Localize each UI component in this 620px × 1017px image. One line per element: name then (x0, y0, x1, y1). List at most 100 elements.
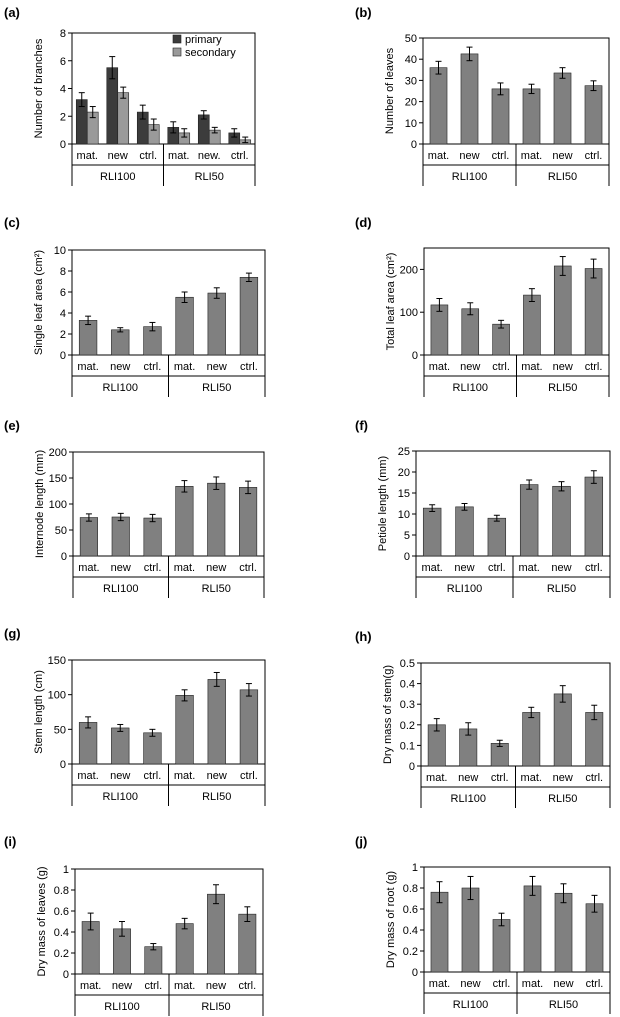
y-tick-label: 10 (405, 118, 417, 130)
category-label: mat. (78, 562, 99, 574)
bar (553, 693, 572, 767)
category-label: ctrl. (585, 361, 603, 373)
y-tick-label: 0 (61, 551, 67, 563)
bar (78, 320, 98, 356)
y-tick-label: 0.6 (54, 906, 69, 918)
y-axis-label: Total leaf area (cm²) (385, 253, 397, 351)
y-tick-label: 6 (60, 287, 66, 299)
bar (487, 517, 507, 557)
category-label: new (458, 772, 478, 784)
category-label: ctrl. (144, 562, 162, 574)
category-label: new (112, 980, 132, 992)
bar (143, 732, 162, 765)
y-tick-label: 0.2 (54, 948, 69, 960)
category-label: ctrl. (144, 770, 162, 782)
category-label: mat. (174, 770, 195, 782)
category-label: mat. (77, 361, 98, 373)
category-label: new (460, 978, 480, 990)
category-label: mat. (522, 978, 543, 990)
bar (554, 892, 573, 973)
category-label: ctrl. (585, 150, 603, 162)
category-label: new (460, 361, 480, 373)
category-label: new (207, 770, 227, 782)
y-axis-label: Dry mass of leaves (g) (36, 866, 48, 976)
bar (175, 296, 194, 356)
group-label: RLI50 (202, 583, 231, 595)
bar (143, 517, 162, 557)
chart-panel-i: (i) Dry mass of leaves (g) 0 0.2 0.4 0.6 0.8 1 m… (4, 834, 264, 1016)
y-tick-label: 0.3 (400, 699, 415, 711)
panel-label: (a) (4, 5, 20, 20)
bar (584, 85, 603, 145)
y-tick-label: 20 (405, 97, 417, 109)
category-label: new (553, 772, 573, 784)
y-tick-label: 100 (49, 499, 67, 511)
bar (144, 946, 163, 975)
category-label: mat. (428, 150, 449, 162)
panel-label: (g) (4, 626, 21, 641)
y-tick-label: 0.8 (403, 883, 418, 895)
y-tick-label: 0 (63, 969, 69, 981)
y-axis-label: Number of leaves (384, 47, 396, 134)
group-label: RLI100 (452, 171, 487, 183)
y-tick-label: 2 (60, 329, 66, 341)
legend-swatch (172, 34, 182, 44)
group-label: RLI100 (451, 793, 486, 805)
bar (422, 507, 442, 557)
category-label: new (552, 150, 572, 162)
y-axis-label: Stem length (cm) (33, 670, 45, 754)
category-label: mat. (521, 772, 542, 784)
category-label: new (553, 361, 573, 373)
bar (239, 689, 259, 765)
bar (111, 727, 130, 765)
plot-frame (71, 249, 266, 356)
category-label: ctrl. (231, 150, 249, 162)
bar (207, 482, 226, 557)
plot-frame (423, 247, 610, 356)
y-tick-label: 10 (398, 509, 410, 521)
y-tick-label: 0 (60, 139, 66, 151)
group-label: RLI50 (202, 791, 231, 803)
category-label: ctrl. (493, 978, 511, 990)
category-label: mat. (521, 150, 542, 162)
chart-panel-h: (h) Dry mass of stem(g) 0 0.1 0.2 0.3 0.4 0.5 ma… (355, 629, 611, 808)
y-tick-label: 100 (400, 307, 418, 319)
y-tick-label: 6 (60, 56, 66, 68)
y-tick-label: 40 (405, 54, 417, 66)
bar (523, 885, 542, 973)
category-label: new (454, 562, 474, 574)
y-tick-label: 0 (60, 350, 66, 362)
y-tick-label: 50 (54, 724, 66, 736)
y-axis-label: Number of branches (33, 38, 45, 138)
bar (553, 265, 572, 356)
category-label: ctrl. (491, 772, 509, 784)
category-label: new (111, 562, 131, 574)
category-label: ctrl. (238, 980, 256, 992)
category-label: ctrl. (144, 361, 162, 373)
group-label: RLI100 (100, 171, 135, 183)
category-label: ctrl. (586, 978, 604, 990)
y-tick-label: 4 (60, 84, 66, 96)
bar (111, 329, 130, 356)
y-tick-label: 0 (411, 139, 417, 151)
group-label: RLI50 (195, 171, 224, 183)
group-label: RLI50 (548, 171, 577, 183)
plot-frame (72, 451, 265, 557)
category-label: mat. (80, 980, 101, 992)
legend-swatch (172, 47, 182, 57)
y-tick-label: 0.4 (400, 679, 415, 691)
chart-panel-b: (b) Number of leaves 0 10 20 30 40 50 mat. new ctr… (355, 5, 610, 186)
y-tick-label: 0 (404, 551, 410, 563)
category-label: mat. (518, 562, 539, 574)
plot-frame (74, 868, 264, 975)
y-tick-label: 2 (60, 111, 66, 123)
y-tick-label: 0.4 (403, 925, 418, 937)
group-label: RLI100 (453, 999, 488, 1011)
legend-label: primary (185, 34, 222, 46)
y-tick-label: 0.6 (403, 904, 418, 916)
category-label: ctrl. (492, 150, 510, 162)
y-axis-label: Internode length (mm) (34, 450, 46, 558)
y-tick-label: 20 (398, 467, 410, 479)
bar (584, 476, 604, 557)
bar (111, 516, 130, 557)
